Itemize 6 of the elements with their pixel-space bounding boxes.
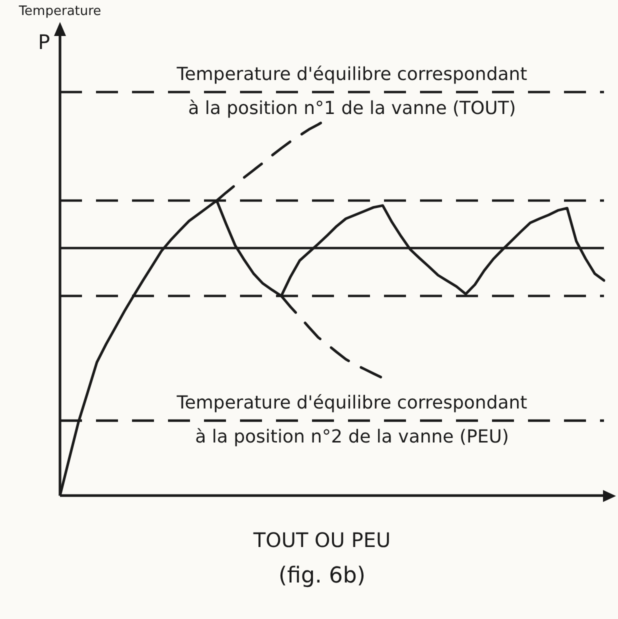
text: P	[38, 30, 50, 54]
x-axis-title: TOUT OU PEU	[252, 528, 391, 552]
text: (fig. 6b)	[278, 563, 366, 588]
text: Temperature	[18, 4, 102, 19]
ref-line-label: Temperature d'équilibre correspondant à la position n°2 de la vanne (PEU)	[176, 392, 528, 448]
ref-line-label: Temperature d'équilibre correspondant à la position n°1 de la vanne (TOUT)	[176, 64, 528, 119]
